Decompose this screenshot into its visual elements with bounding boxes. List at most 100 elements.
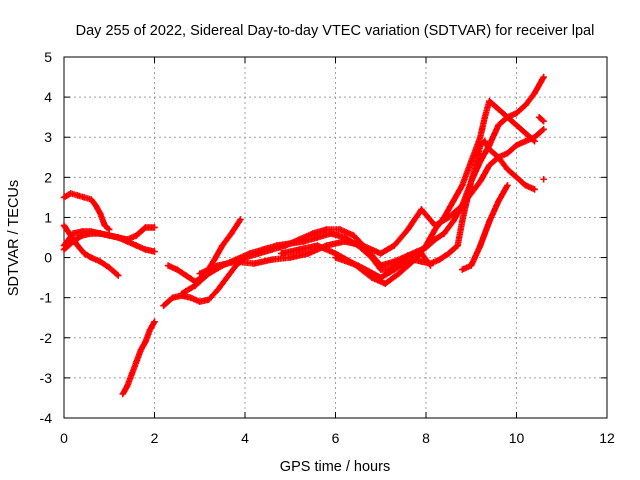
y-tick-label: 4: [44, 89, 52, 105]
y-tick-label: -3: [40, 370, 53, 386]
data-point: [67, 190, 74, 197]
data-point: [427, 260, 434, 267]
data-point: [142, 224, 149, 231]
x-tick-label: 2: [151, 430, 159, 446]
data-point: [151, 248, 158, 255]
data-point: [459, 182, 466, 189]
plus-marker-trail: [332, 138, 538, 281]
y-axis-title: SDTVAR / TECUs: [6, 180, 22, 296]
data-point: [219, 242, 226, 249]
data-point: [468, 178, 475, 185]
data-point: [504, 113, 511, 121]
data-point: [540, 73, 547, 81]
data-point: [173, 266, 181, 273]
data-point: [422, 242, 430, 249]
data-point: [273, 242, 280, 249]
x-tick-label: 10: [509, 430, 525, 446]
data-point: [187, 294, 194, 301]
x-axis-title: GPS time / hours: [280, 459, 390, 475]
data-point: [431, 226, 439, 233]
data-point: [128, 370, 136, 378]
data-point: [354, 262, 362, 269]
series-13: [535, 113, 547, 125]
data-point: [137, 346, 145, 354]
data-point: [486, 146, 493, 153]
data-point: [391, 242, 398, 249]
series-12: [459, 182, 511, 273]
data-point: [486, 218, 493, 225]
data-point: [382, 280, 389, 287]
data-point: [341, 238, 348, 245]
data-point: [78, 228, 86, 235]
data-point: [504, 166, 511, 173]
data-point: [300, 238, 308, 245]
data-point: [160, 302, 167, 309]
data-point: [468, 262, 475, 269]
data-point: [404, 252, 412, 259]
data-point: [440, 214, 448, 221]
data-point: [196, 298, 203, 305]
data-point: [463, 198, 470, 205]
data-point: [391, 266, 398, 273]
data-point: [522, 182, 529, 189]
data-point: [250, 260, 258, 267]
axis-ticks: [63, 56, 608, 419]
data-point: [169, 294, 176, 301]
data-point: [97, 230, 104, 237]
series-11: [332, 138, 538, 281]
data-point: [477, 134, 484, 141]
data-point: [296, 246, 303, 253]
data-point: [481, 138, 489, 145]
data-point: [368, 254, 375, 261]
data-point: [115, 234, 122, 241]
data-point: [164, 262, 172, 269]
data-point: [540, 126, 547, 133]
y-tick-label: -1: [40, 290, 53, 306]
data-point: [142, 246, 149, 253]
data-point: [436, 256, 443, 263]
data-point: [192, 282, 199, 289]
data-point: [146, 326, 154, 333]
x-tick-label: 12: [599, 430, 615, 446]
data-point: [513, 121, 520, 129]
data-point: [214, 262, 222, 269]
series-4: [60, 190, 113, 233]
data-point: [350, 232, 357, 239]
data-point: [97, 210, 104, 217]
data-point: [522, 101, 529, 109]
data-point: [60, 242, 68, 249]
data-point: [237, 216, 244, 223]
data-point: [151, 318, 158, 325]
data-point: [151, 224, 158, 231]
data-point: [74, 192, 81, 199]
plus-marker-trail: [535, 114, 547, 125]
data-point: [67, 232, 74, 239]
data-point: [459, 266, 466, 273]
data-point: [305, 250, 312, 257]
data-point: [246, 250, 253, 257]
data-point: [495, 198, 502, 205]
data-point: [418, 206, 425, 213]
series-14: [540, 176, 547, 183]
data-point: [440, 230, 448, 237]
data-point: [81, 194, 88, 201]
data-point: [60, 222, 68, 229]
x-tick-label: 0: [60, 430, 68, 446]
data-point: [106, 232, 113, 239]
data-point: [268, 256, 276, 263]
data-point: [513, 109, 520, 117]
data-point: [486, 97, 493, 105]
data-point: [101, 222, 108, 229]
data-point: [445, 250, 452, 257]
data-point: [210, 258, 217, 265]
data-point: [522, 130, 529, 137]
data-point: [182, 272, 190, 279]
data-point: [87, 254, 95, 261]
series-6: [164, 216, 244, 285]
data-point: [495, 154, 502, 161]
data-point: [540, 117, 547, 125]
data-point: [377, 274, 384, 281]
data-point: [232, 258, 240, 265]
data-point: [477, 242, 484, 249]
chart-title: Day 255 of 2022, Sidereal Day-to-day VTE…: [76, 23, 595, 39]
